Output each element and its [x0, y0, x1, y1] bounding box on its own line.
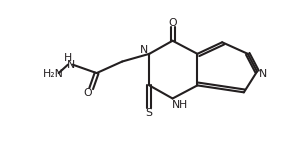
Text: O: O — [84, 88, 92, 98]
Text: N: N — [67, 60, 75, 70]
Text: N: N — [172, 100, 180, 110]
Text: N: N — [140, 45, 148, 55]
Text: N: N — [259, 69, 267, 79]
Text: S: S — [145, 108, 152, 118]
Text: H: H — [64, 53, 72, 63]
Text: H₂N: H₂N — [43, 69, 64, 79]
Text: H: H — [179, 100, 188, 110]
Text: O: O — [168, 18, 177, 28]
